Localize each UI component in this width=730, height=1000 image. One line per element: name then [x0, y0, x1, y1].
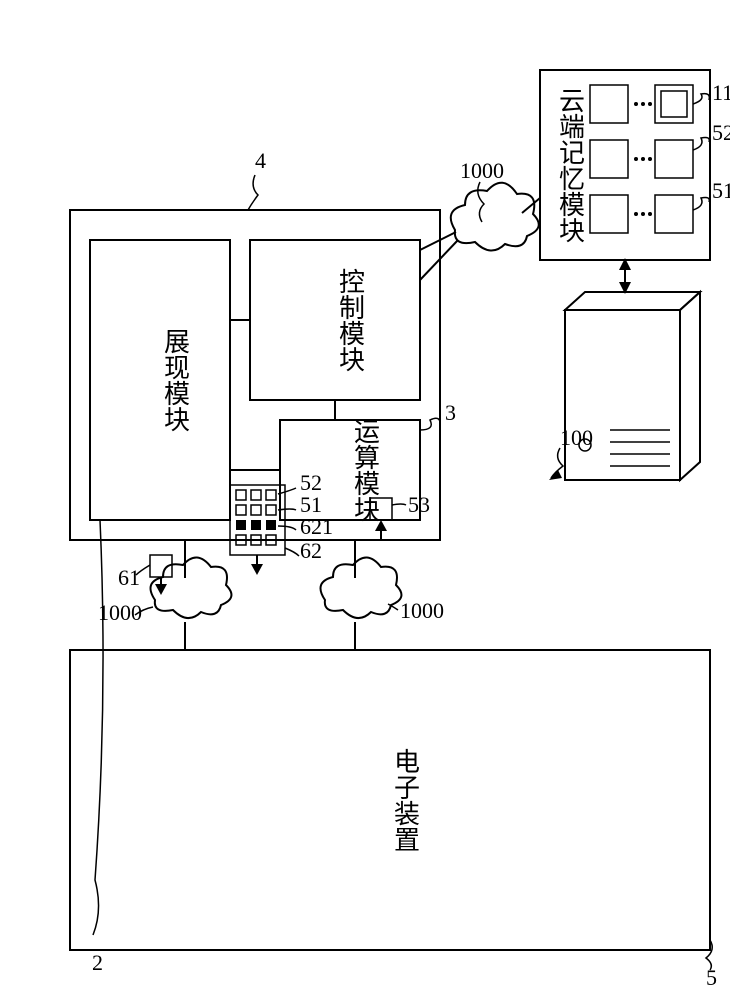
leader-1000a — [478, 182, 484, 222]
arrow-53-up — [375, 520, 387, 540]
mem-cell — [590, 140, 628, 178]
callout-2: 2 — [92, 950, 103, 975]
control-module-label: 控制模块 — [336, 268, 365, 372]
mem-cell — [655, 195, 693, 233]
callout-51: 51 — [712, 178, 730, 203]
device-label: 电子装置 — [391, 748, 420, 852]
calc-module-label: 运算模块 — [351, 418, 380, 522]
leader-11 — [693, 94, 709, 104]
cloud-memory-label: 云端记忆模块 — [556, 87, 585, 243]
callout-11: 11 — [712, 80, 730, 105]
arrow-100 — [549, 448, 563, 480]
callout-100: 100 — [560, 425, 593, 450]
arrow-mem-server — [619, 258, 631, 294]
cloud-top — [451, 183, 539, 251]
mem-dots — [634, 102, 652, 216]
callout-53: 53 — [408, 492, 430, 517]
show-module-label: 展现模块 — [161, 328, 190, 432]
callout-1000a: 1000 — [460, 158, 504, 183]
mini-panel-leaders — [278, 488, 299, 556]
callout-52: 52 — [712, 120, 730, 145]
mem-cell — [590, 195, 628, 233]
mini-621: 621 — [300, 514, 333, 539]
leader-3 — [420, 418, 440, 430]
leader-52 — [693, 138, 709, 151]
cloud-right — [321, 557, 402, 618]
server-icon — [565, 292, 700, 480]
callout-1000c: 1000 — [400, 598, 444, 623]
arrow-mini-down — [251, 555, 263, 575]
mem-cell-11 — [661, 91, 687, 117]
mini-panel-cells — [236, 490, 276, 545]
callout-1000b: 1000 — [98, 600, 142, 625]
mem-cell — [655, 140, 693, 178]
callout-3: 3 — [445, 400, 456, 425]
callout-5: 5 — [706, 965, 717, 990]
callout-4: 4 — [255, 148, 266, 173]
leader-2 — [93, 520, 103, 935]
callout-61: 61 — [118, 565, 140, 590]
leader-4 — [248, 175, 258, 210]
mini-62: 62 — [300, 538, 322, 563]
c-c-m — [522, 198, 540, 213]
leader-51 — [693, 198, 709, 211]
leader-53 — [392, 504, 406, 505]
mem-cell — [590, 85, 628, 123]
